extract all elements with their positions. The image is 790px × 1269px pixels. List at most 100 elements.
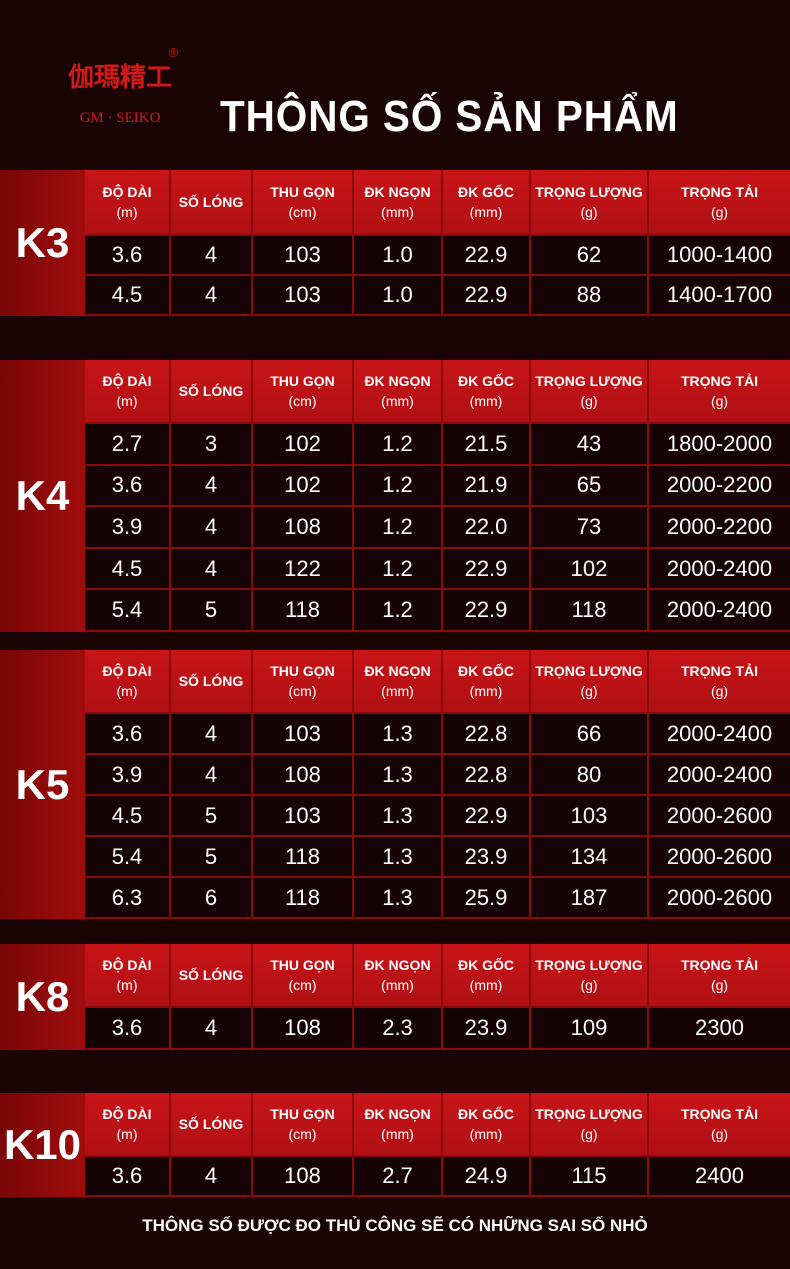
header-unit: (g) <box>580 977 598 993</box>
logo-brand: GM · SEIKO <box>79 110 161 126</box>
header-unit: (g) <box>580 204 598 220</box>
table-cell: 2000-2600 <box>649 837 790 876</box>
table-cell: 3.6 <box>85 236 169 274</box>
table-cell: 118 <box>253 878 352 917</box>
table-cell: 4 <box>171 1008 251 1048</box>
header-label: TRỌNG TẢI <box>681 373 758 389</box>
table-cell: 2000-2400 <box>649 548 790 589</box>
header-label: ĐK NGỌN <box>364 957 431 973</box>
table-cell: 22.9 <box>443 276 529 314</box>
table-cell: 4 <box>171 276 251 314</box>
table-cell: 4 <box>171 548 251 589</box>
table-cell: 2000-2400 <box>649 714 790 753</box>
table-cell: 22.8 <box>443 714 529 753</box>
column-header: SỐ LÓNG <box>171 360 251 422</box>
header-label: ĐK NGỌN <box>364 184 431 200</box>
table-cell: 4 <box>171 236 251 274</box>
table-cell: 1.3 <box>354 796 441 835</box>
header-label: TRỌNG LƯỢNG <box>535 957 643 973</box>
brand-logo: ® 伽瑪精工 GM · SEIKO <box>58 44 182 140</box>
table-cell: 3 <box>171 424 251 464</box>
header-unit: (g) <box>580 683 598 699</box>
header-label: TRỌNG LƯỢNG <box>535 1106 643 1122</box>
header-unit: (mm) <box>469 977 503 993</box>
header-label: TRỌNG TẢI <box>681 184 758 200</box>
column-header: ĐỘ DÀI (m) <box>85 944 169 1006</box>
table-cell: 134 <box>531 837 647 876</box>
registered-mark-row: ® <box>58 44 182 60</box>
header-label: TRỌNG LƯỢNG <box>535 373 643 389</box>
header-label: ĐK GỐC <box>458 373 514 389</box>
model-label: K3 <box>0 170 85 316</box>
column-header: TRỌNG TẢI (g) <box>649 1093 790 1155</box>
column-header: ĐỘ DÀI (m) <box>85 650 169 712</box>
column-header: ĐK NGỌN (mm) <box>354 170 441 234</box>
header-label: ĐỘ DÀI <box>102 1106 152 1122</box>
header-unit: (mm) <box>381 683 414 699</box>
table-cell: 22.9 <box>443 796 529 835</box>
header-unit: (m) <box>116 683 138 699</box>
column-header: SỐ LÓNG <box>171 1093 251 1155</box>
spec-table: ĐỘ DÀI (m) SỐ LÓNG THU GỌN (cm) ĐK NGỌN (mm) ĐK… <box>85 944 790 1050</box>
table-cell: 102 <box>253 465 352 506</box>
table-cell: 4 <box>171 507 251 547</box>
table-cell: 21.9 <box>443 465 529 506</box>
header-label: SỐ LÓNG <box>178 967 244 983</box>
column-header: SỐ LÓNG <box>171 944 251 1006</box>
column-header: SỐ LÓNG <box>171 170 251 234</box>
header-unit: (mm) <box>469 1126 503 1142</box>
table-cell: 108 <box>253 1157 352 1195</box>
header-unit: (cm) <box>288 683 317 699</box>
table-cell: 1.3 <box>354 837 441 876</box>
table-cell: 2400 <box>649 1157 790 1195</box>
table-cell: 3.6 <box>85 714 169 753</box>
table-cell: 1.3 <box>354 755 441 794</box>
header-label: SỐ LÓNG <box>178 383 244 399</box>
table-cell: 4 <box>171 465 251 506</box>
table-cell: 5.4 <box>85 590 169 630</box>
table-cell: 4.5 <box>85 276 169 314</box>
header-label: THU GỌN <box>270 957 335 973</box>
table-cell: 6 <box>171 878 251 917</box>
header-unit: (mm) <box>469 393 503 409</box>
table-cell: 2000-2600 <box>649 796 790 835</box>
header-unit: (cm) <box>288 1126 317 1142</box>
table-cell: 5 <box>171 837 251 876</box>
table-cell: 108 <box>253 755 352 794</box>
column-header: ĐK NGỌN (mm) <box>354 360 441 422</box>
table-cell: 4.5 <box>85 796 169 835</box>
header-unit: (m) <box>116 204 138 220</box>
header-label: ĐỘ DÀI <box>102 663 152 679</box>
column-header: TRỌNG TẢI (g) <box>649 650 790 712</box>
column-header: ĐK NGỌN (mm) <box>354 944 441 1006</box>
table-cell: 1.3 <box>354 714 441 753</box>
table-cell: 109 <box>531 1008 647 1048</box>
table-cell: 80 <box>531 755 647 794</box>
footer-note: THÔNG SỐ ĐƯỢC ĐO THỦ CÔNG SẼ CÓ NHỮNG SA… <box>142 1216 648 1235</box>
table-cell: 21.5 <box>443 424 529 464</box>
spec-section-k8: K8 ĐỘ DÀI (m) SỐ LÓNG THU GỌN (cm) ĐK NGỌN (mm)… <box>0 944 790 1050</box>
header-unit: (mm) <box>469 204 503 220</box>
spec-section-k5: K5 ĐỘ DÀI (m) SỐ LÓNG THU GỌN (cm) ĐK NGỌN (mm)… <box>0 650 790 919</box>
table-cell: 118 <box>253 590 352 630</box>
table-cell: 2000-2200 <box>649 507 790 547</box>
table-cell: 1.2 <box>354 465 441 506</box>
registered-mark: ® <box>168 45 178 60</box>
spec-table: ĐỘ DÀI (m) SỐ LÓNG THU GỌN (cm) ĐK NGỌN (mm) ĐK… <box>85 650 790 919</box>
model-label: K4 <box>0 360 85 632</box>
table-cell: 2000-2400 <box>649 755 790 794</box>
header-label: THU GỌN <box>270 1106 335 1122</box>
header-label: TRỌNG TẢI <box>681 663 758 679</box>
table-cell: 1.2 <box>354 424 441 464</box>
header-unit: (g) <box>710 393 729 409</box>
table-cell: 1000-1400 <box>649 236 790 274</box>
table-cell: 3.6 <box>85 1008 169 1048</box>
column-header: ĐỘ DÀI (m) <box>85 1093 169 1155</box>
table-cell: 62 <box>531 236 647 274</box>
header-label: SỐ LÓNG <box>178 194 244 210</box>
model-label: K10 <box>0 1093 85 1197</box>
column-header: ĐK GỐC (mm) <box>443 1093 529 1155</box>
table-cell: 187 <box>531 878 647 917</box>
column-header: THU GỌN (cm) <box>253 360 352 422</box>
table-cell: 3.6 <box>85 465 169 506</box>
